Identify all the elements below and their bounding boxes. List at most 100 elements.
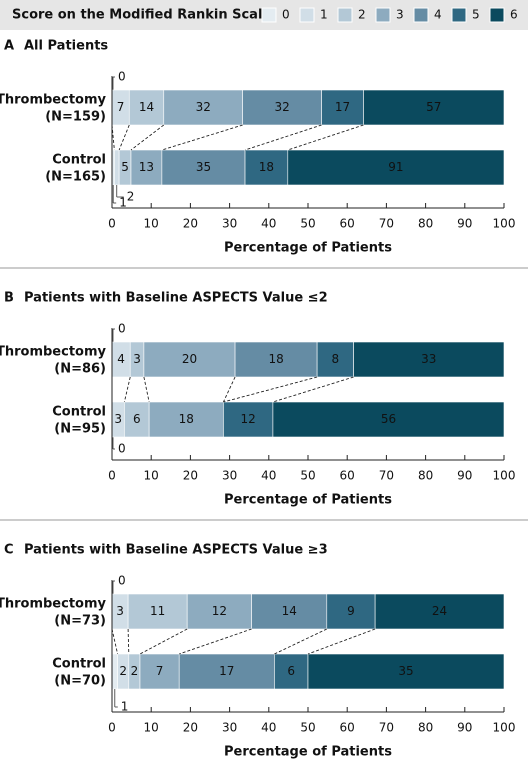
- x-axis-title: Percentage of Patients: [224, 493, 392, 508]
- x-tick-label: 30: [222, 217, 237, 231]
- connector: [111, 628, 119, 655]
- value-label: 35: [398, 664, 413, 678]
- value-label: 32: [196, 100, 211, 114]
- value-label: 32: [274, 100, 289, 114]
- panel-title: All Patients: [24, 39, 108, 54]
- bar-segment: [244, 149, 289, 186]
- value-label: 9: [347, 604, 355, 618]
- value-label: 17: [335, 100, 350, 114]
- panel-letter: A: [4, 39, 14, 54]
- value-label: 6: [287, 664, 295, 678]
- value-label: 13: [139, 160, 154, 174]
- x-tick-label: 20: [183, 217, 198, 231]
- value-label: 1: [119, 196, 127, 210]
- legend-label: 0: [282, 8, 290, 22]
- legend-label: 3: [396, 8, 404, 22]
- value-label: 3: [116, 604, 124, 618]
- bar-segment: [139, 653, 180, 690]
- bar-segment: [374, 593, 505, 630]
- value-label: 1: [121, 700, 129, 714]
- value-label: 14: [139, 100, 154, 114]
- value-label: 35: [196, 160, 211, 174]
- bar-segment: [234, 341, 318, 378]
- legend-swatch: [413, 7, 429, 23]
- group-size: (N=165): [45, 170, 106, 185]
- connector: [118, 124, 130, 151]
- value-label: 6: [133, 412, 141, 426]
- value-label: 14: [282, 604, 297, 618]
- category-label: Thrombectomy: [0, 93, 107, 108]
- bar-segment: [130, 149, 163, 186]
- x-tick-label: 10: [144, 217, 159, 231]
- bar-segment: [307, 653, 505, 690]
- bar-segment: [178, 653, 275, 690]
- x-tick-label: 90: [457, 721, 472, 735]
- value-label: 3: [114, 412, 122, 426]
- value-label: 18: [179, 412, 194, 426]
- bar-segment: [163, 89, 243, 126]
- legend-label: 6: [510, 8, 518, 22]
- value-label: 12: [241, 412, 256, 426]
- category-label: Control: [52, 405, 106, 420]
- bar-segment: [287, 149, 505, 186]
- connector: [223, 376, 236, 403]
- x-tick-label: 100: [493, 469, 516, 483]
- value-label: 17: [219, 664, 234, 678]
- bar-segment: [326, 593, 376, 630]
- group-size: (N=95): [54, 422, 106, 437]
- x-tick-label: 100: [493, 721, 516, 735]
- x-tick-label: 30: [222, 721, 237, 735]
- x-tick-label: 80: [418, 721, 433, 735]
- category-label: Thrombectomy: [0, 597, 107, 612]
- legend-label: 2: [358, 8, 366, 22]
- legend-swatch: [299, 7, 315, 23]
- x-tick-label: 10: [144, 469, 159, 483]
- value-label: 33: [421, 352, 436, 366]
- x-tick-label: 90: [457, 469, 472, 483]
- connector: [161, 124, 243, 151]
- category-label: Thrombectomy: [0, 345, 107, 360]
- connector: [272, 376, 354, 403]
- legend-swatch: [489, 7, 505, 23]
- value-label: 57: [426, 100, 441, 114]
- connector: [123, 376, 131, 403]
- value-label: 7: [156, 664, 164, 678]
- x-tick-label: 50: [300, 721, 315, 735]
- x-tick-label: 40: [261, 721, 276, 735]
- category-label: Control: [52, 657, 106, 672]
- x-tick-label: 70: [379, 721, 394, 735]
- group-size: (N=70): [54, 674, 106, 689]
- bar-segment: [186, 593, 252, 630]
- x-tick-label: 60: [340, 217, 355, 231]
- value-label: 0: [118, 574, 126, 588]
- legend-swatch: [261, 7, 277, 23]
- x-tick-label: 100: [493, 217, 516, 231]
- x-axis-title: Percentage of Patients: [224, 745, 392, 760]
- panel-letter: C: [4, 543, 14, 558]
- x-tick-label: 10: [144, 721, 159, 735]
- bar-segment: [223, 401, 274, 438]
- x-tick-label: 90: [457, 217, 472, 231]
- x-tick-label: 0: [108, 469, 116, 483]
- bar-segment: [111, 653, 118, 690]
- value-label: 4: [117, 352, 125, 366]
- bar-segment: [127, 593, 188, 630]
- x-tick-label: 40: [261, 469, 276, 483]
- x-tick-label: 20: [183, 721, 198, 735]
- value-label: 5: [121, 160, 129, 174]
- x-tick-label: 40: [261, 217, 276, 231]
- value-label: 91: [388, 160, 403, 174]
- panel-title: Patients with Baseline ASPECTS Value ≤2: [24, 291, 328, 306]
- x-tick-label: 30: [222, 469, 237, 483]
- legend-swatch: [451, 7, 467, 23]
- legend-title: Score on the Modified Rankin Scale:: [12, 8, 276, 23]
- x-tick-label: 70: [379, 469, 394, 483]
- legend-label: 1: [320, 8, 328, 22]
- x-tick-label: 70: [379, 217, 394, 231]
- x-axis-title: Percentage of Patients: [224, 241, 392, 256]
- value-label: 8: [332, 352, 340, 366]
- legend-swatch: [337, 7, 353, 23]
- x-tick-label: 60: [340, 469, 355, 483]
- connector: [287, 124, 364, 151]
- connector: [127, 628, 130, 655]
